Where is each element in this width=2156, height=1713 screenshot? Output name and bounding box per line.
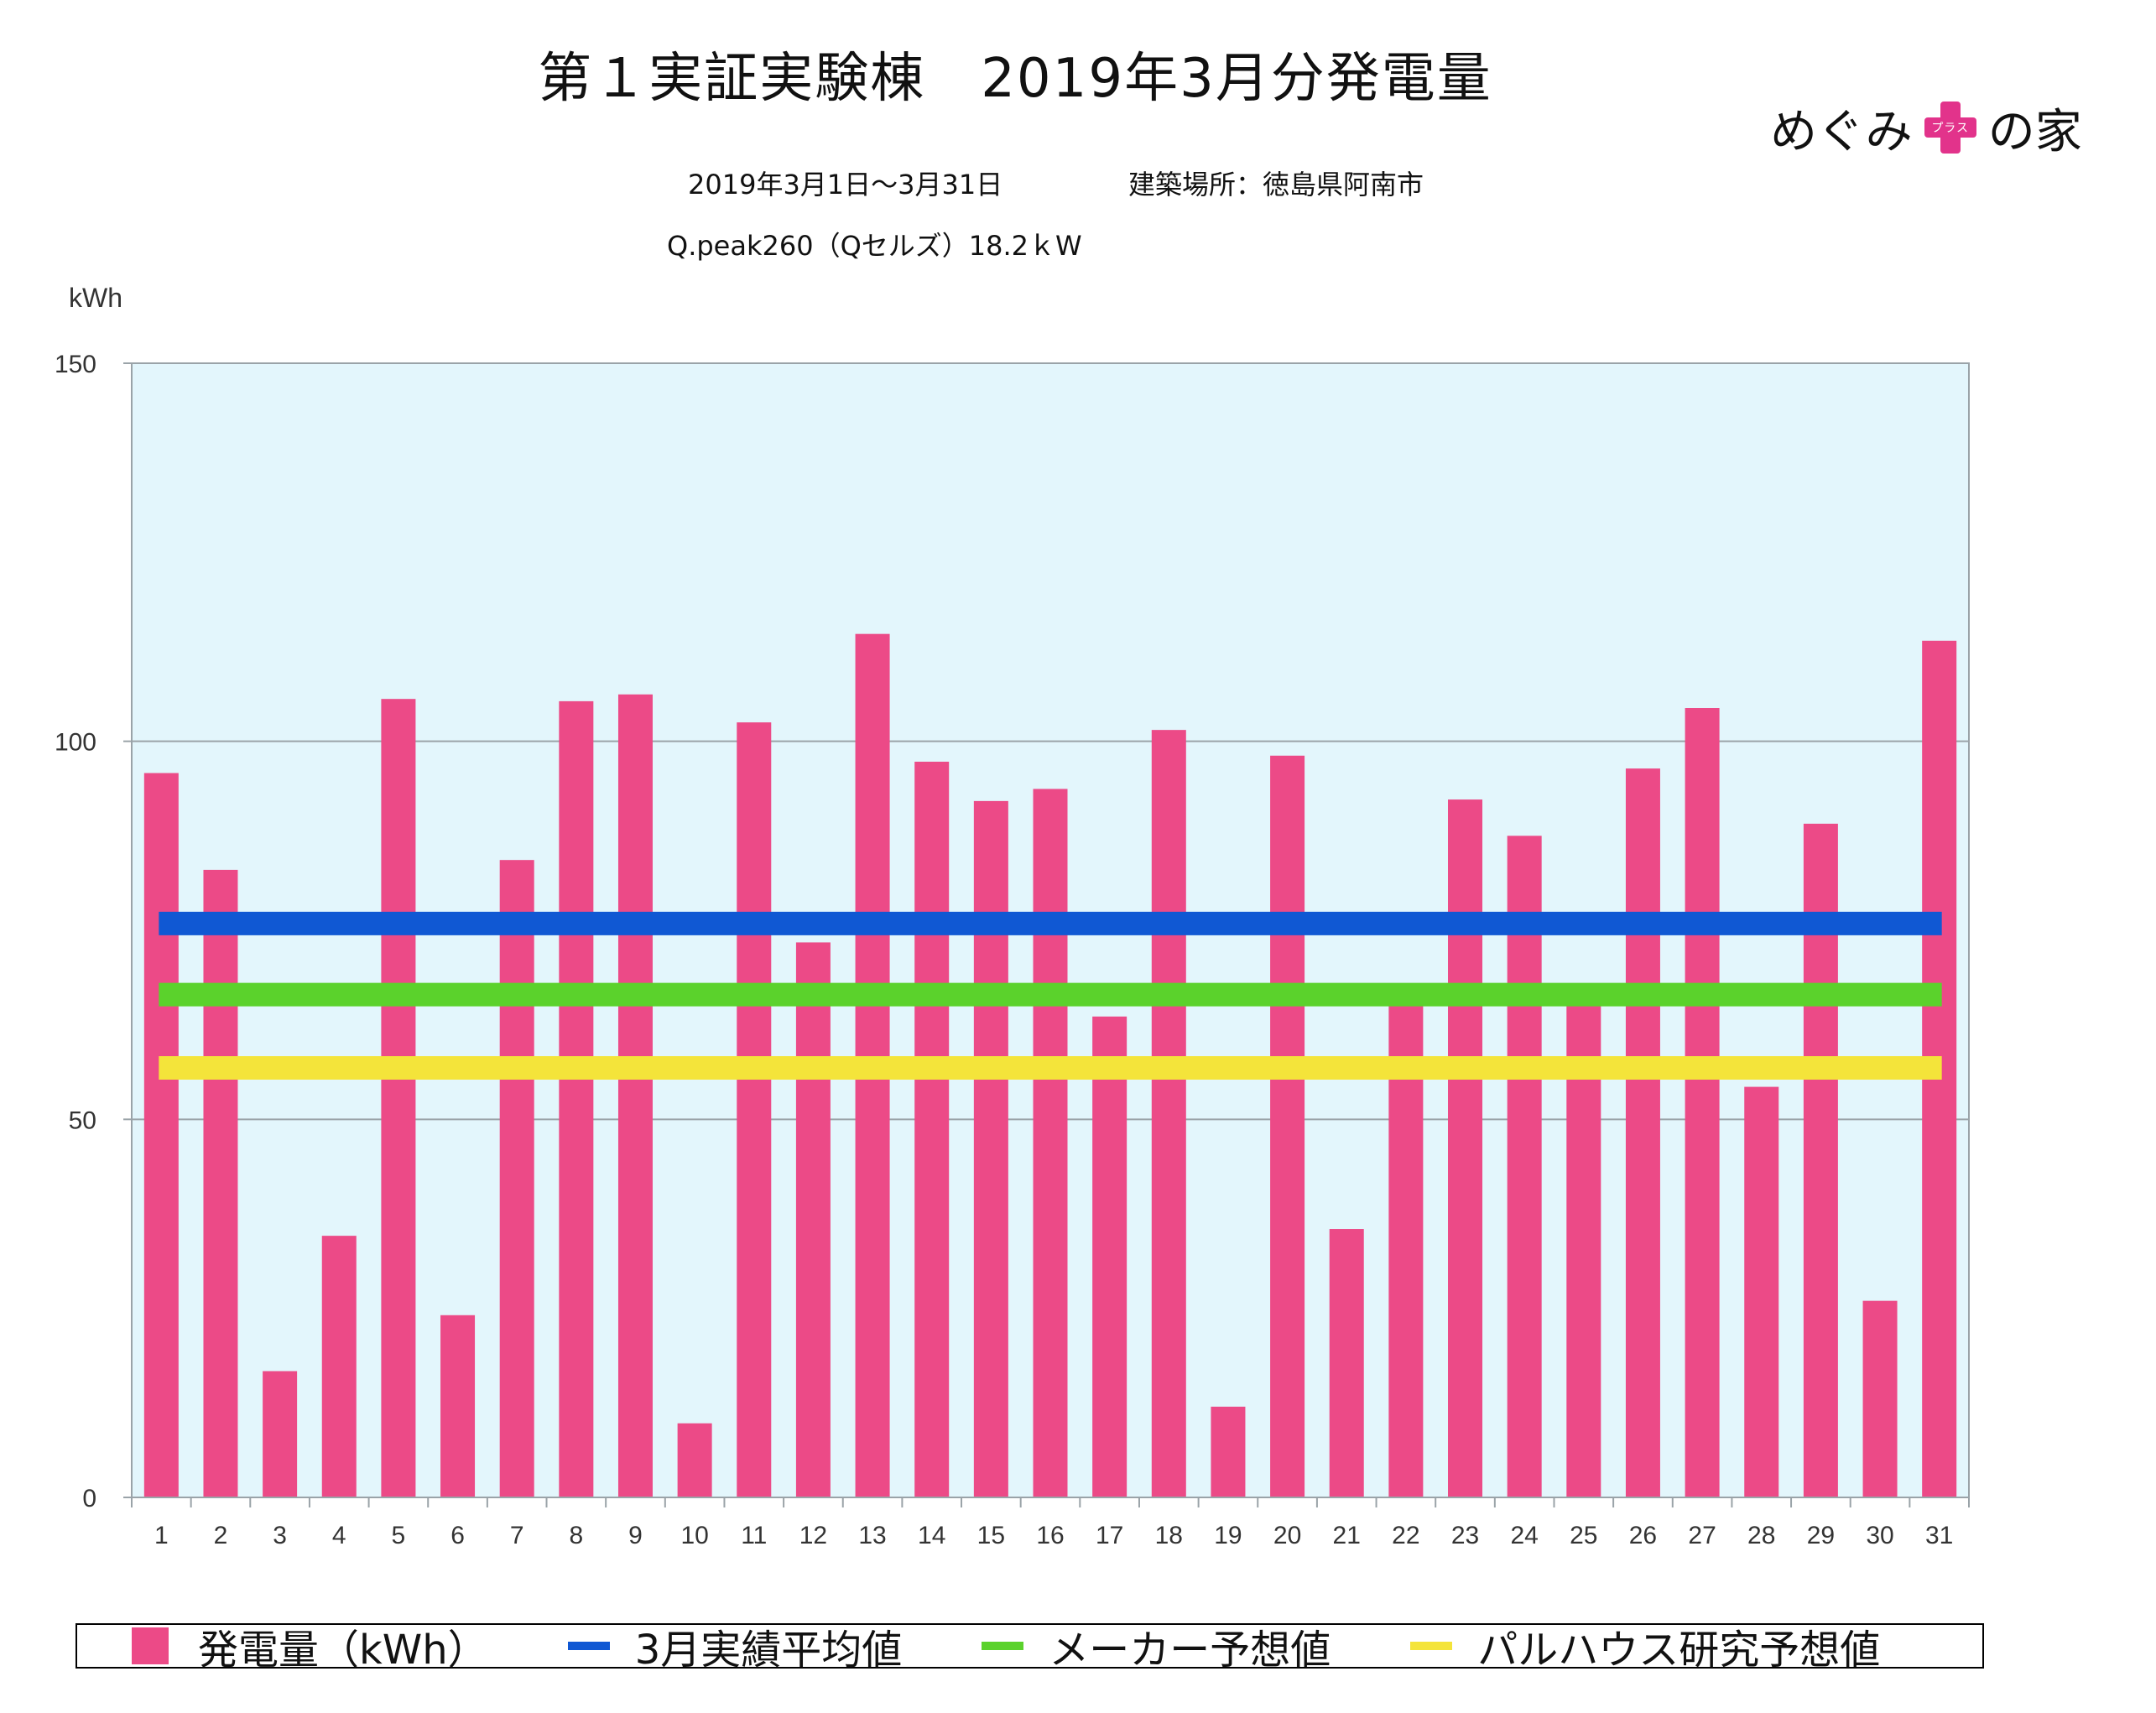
x-tick-label: 5 [392, 1522, 406, 1549]
x-tick-label: 16 [1036, 1522, 1064, 1549]
bar-day-20 [1270, 755, 1305, 1497]
construction-location: 建築場所：徳島県阿南市 [1128, 169, 1424, 200]
x-tick-label: 8 [569, 1522, 583, 1549]
legend-item-reference-1: メーカー予想値 [902, 1617, 1331, 1675]
bar-day-2 [203, 869, 238, 1497]
x-tick-label: 12 [799, 1522, 827, 1549]
y-tick-label: 50 [69, 1106, 96, 1134]
bar-day-11 [737, 722, 772, 1497]
legend-label: 発電量（kWh） [198, 1627, 488, 1674]
x-tick-label: 3 [273, 1522, 287, 1549]
date-range: 2019年3月1日〜3月31日 [688, 169, 1003, 200]
legend-swatch [982, 1642, 1024, 1650]
brand-logo: めぐみ プラス の家 [1770, 94, 2082, 161]
bar-day-27 [1685, 708, 1720, 1497]
y-tick-label: 150 [55, 351, 96, 378]
bar-day-5 [381, 699, 416, 1497]
bar-day-4 [321, 1236, 357, 1497]
x-tick-label: 25 [1570, 1522, 1597, 1549]
bar-day-30 [1862, 1300, 1898, 1497]
x-tick-label: 24 [1510, 1522, 1538, 1549]
logo-plus-label: プラス [1931, 122, 1970, 135]
x-tick-label: 22 [1392, 1522, 1419, 1549]
chart-title: 第１実証実験棟 2019年3月分発電量 [538, 48, 1492, 110]
bar-day-14 [914, 762, 950, 1497]
legend-item-reference-0: 3月実績平均値 [488, 1617, 903, 1675]
legend-item-reference-2: パルハウス研究予想値 [1331, 1617, 1880, 1675]
bar-day-23 [1448, 799, 1483, 1497]
x-tick-label: 13 [858, 1522, 886, 1549]
x-tick-label: 1 [154, 1522, 169, 1549]
bar-day-1 [143, 773, 179, 1497]
x-tick-label: 29 [1807, 1522, 1835, 1549]
y-tick-label: 100 [55, 729, 96, 757]
x-tick-label: 17 [1096, 1522, 1123, 1549]
legend-label: パルハウス研究予想値 [1477, 1627, 1881, 1674]
bar-day-9 [617, 694, 653, 1497]
bar-day-7 [499, 860, 534, 1497]
bar-day-21 [1329, 1229, 1364, 1497]
x-tick-label: 27 [1688, 1522, 1716, 1549]
bar-day-16 [1033, 789, 1068, 1497]
x-tick-label: 11 [741, 1522, 767, 1549]
legend-item-generation: 発電量（kWh） [77, 1617, 488, 1675]
x-tick-label: 26 [1629, 1522, 1657, 1549]
legend-label: 3月実績平均値 [634, 1627, 903, 1674]
bar-day-8 [559, 700, 594, 1497]
x-tick-label: 23 [1451, 1522, 1479, 1549]
bar-day-25 [1566, 998, 1601, 1497]
bar-day-19 [1211, 1406, 1246, 1497]
x-tick-label: 14 [918, 1522, 945, 1549]
x-tick-label: 21 [1333, 1522, 1361, 1549]
bar-day-22 [1388, 998, 1424, 1497]
x-tick-label: 30 [1866, 1522, 1893, 1549]
x-tick-label: 15 [977, 1522, 1005, 1549]
bar-day-18 [1151, 730, 1186, 1497]
legend-swatch [567, 1642, 610, 1650]
bar-day-17 [1092, 1016, 1127, 1497]
x-tick-label: 2 [214, 1522, 228, 1549]
x-tick-label: 28 [1747, 1522, 1775, 1549]
x-tick-label: 18 [1155, 1522, 1183, 1549]
logo-text-right: の家 [1987, 104, 2082, 159]
panel-info: Q.peak260（Qセルズ）18.2ｋW [667, 230, 1082, 262]
y-tick-label: 0 [82, 1485, 96, 1513]
legend-label: メーカー予想値 [1049, 1627, 1331, 1674]
legend-swatch [132, 1627, 169, 1664]
legend-swatch [1410, 1642, 1453, 1650]
bar-day-6 [440, 1315, 476, 1497]
bar-day-3 [263, 1371, 298, 1497]
x-tick-label: 6 [450, 1522, 465, 1549]
x-tick-label: 4 [332, 1522, 346, 1549]
logo-text-left: めぐみ [1770, 104, 1913, 159]
bar-day-10 [677, 1423, 712, 1497]
legend: 発電量（kWh） 3月実績平均値 メーカー予想値 パルハウス研究予想値 [76, 1623, 1984, 1674]
bar-day-12 [795, 942, 831, 1497]
x-tick-label: 31 [1925, 1522, 1953, 1549]
bar-day-15 [973, 800, 1008, 1497]
x-tick-label: 7 [510, 1522, 524, 1549]
x-tick-label: 10 [680, 1522, 708, 1549]
y-axis-label: kWh [69, 283, 122, 313]
x-tick-label: 19 [1214, 1522, 1242, 1549]
bar-day-29 [1803, 823, 1838, 1497]
bar-day-24 [1507, 836, 1542, 1497]
x-tick-label: 9 [628, 1522, 643, 1549]
bar-day-28 [1744, 1086, 1779, 1497]
plus-icon: プラス [1924, 102, 1976, 154]
bar-day-26 [1625, 768, 1660, 1497]
x-tick-label: 20 [1273, 1522, 1301, 1549]
